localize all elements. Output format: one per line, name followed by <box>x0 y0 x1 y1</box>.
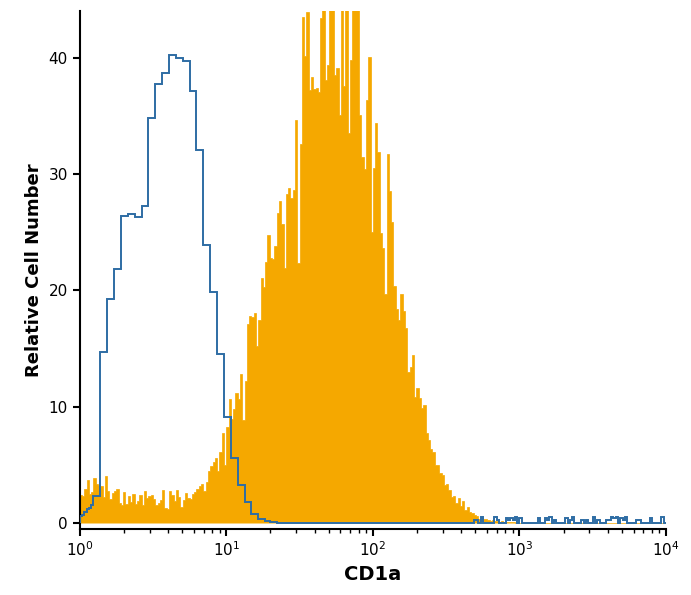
Y-axis label: Relative Cell Number: Relative Cell Number <box>25 163 43 377</box>
X-axis label: CD1a: CD1a <box>344 565 401 584</box>
